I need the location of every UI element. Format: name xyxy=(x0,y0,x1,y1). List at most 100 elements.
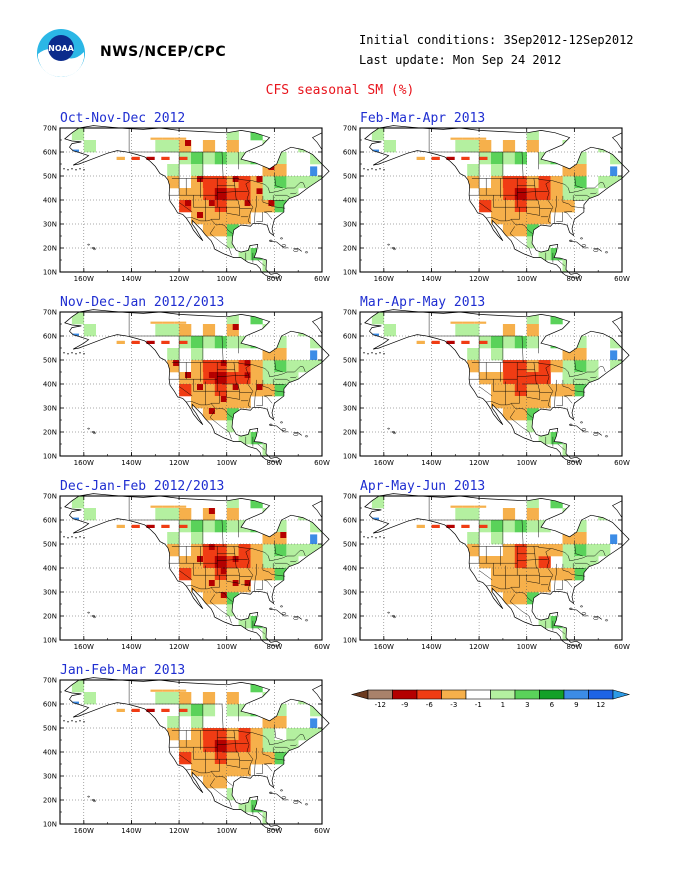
sm-cell xyxy=(526,324,539,337)
island xyxy=(363,536,365,538)
sm-cell xyxy=(220,188,227,194)
sm-cell xyxy=(286,372,299,385)
sm-cell xyxy=(262,188,275,201)
sm-cell xyxy=(479,372,492,385)
boundary-line xyxy=(186,585,233,602)
lat-tick-label: 20N xyxy=(343,429,357,437)
sm-cell xyxy=(238,764,251,777)
sm-cell xyxy=(526,312,539,325)
sm-cell xyxy=(416,156,425,160)
sm-cell xyxy=(238,420,251,433)
lon-tick-label: 120W xyxy=(169,275,189,283)
sm-cell xyxy=(226,312,239,325)
sm-cell xyxy=(179,568,192,581)
lat-tick-label: 70N xyxy=(343,309,357,317)
lat-tick-label: 70N xyxy=(343,125,357,133)
sm-cell xyxy=(202,212,216,225)
sm-cell xyxy=(226,764,239,777)
boundary-line xyxy=(545,180,554,224)
sm-cell xyxy=(298,360,311,373)
boundary-line xyxy=(186,217,233,234)
sm-cell xyxy=(185,200,191,206)
sm-cell xyxy=(262,716,275,729)
boundary-line xyxy=(262,563,286,577)
island xyxy=(580,237,583,240)
sm-cell xyxy=(274,716,287,729)
sm-cell xyxy=(586,372,599,385)
sm-cell xyxy=(146,708,155,712)
lon-tick-label: 80W xyxy=(266,827,282,835)
sm-cell xyxy=(167,728,180,741)
boundary-line xyxy=(221,703,224,731)
sm-cell xyxy=(514,188,527,201)
sm-cell xyxy=(244,372,251,378)
island xyxy=(569,240,588,249)
sm-cell xyxy=(514,360,527,373)
sm-cell xyxy=(491,568,504,581)
island xyxy=(79,352,81,354)
sm-cell xyxy=(502,544,516,557)
sm-cell xyxy=(262,544,275,557)
boundary-line xyxy=(486,401,533,418)
sm-cell xyxy=(586,360,599,373)
sm-cell xyxy=(474,137,487,140)
sm-cell xyxy=(526,140,539,153)
coastline xyxy=(311,684,323,702)
boundary-line xyxy=(257,627,265,635)
colorbar-segment xyxy=(563,689,589,700)
sm-cell xyxy=(610,534,618,544)
boundary-line xyxy=(264,579,273,588)
sm-cell xyxy=(71,680,85,693)
boundary-line xyxy=(574,194,591,198)
panel-title: Jan-Feb-Mar 2013 xyxy=(60,663,186,678)
lon-tick-label: 120W xyxy=(169,827,189,835)
boundary-line xyxy=(171,730,306,746)
island xyxy=(593,432,599,436)
sm-cell xyxy=(232,580,239,586)
sm-cell xyxy=(310,166,318,176)
sm-cell xyxy=(502,580,516,593)
lat-tick-label: 30N xyxy=(43,221,57,229)
sm-cell xyxy=(502,152,516,165)
map-content xyxy=(60,309,330,463)
sm-cell xyxy=(202,704,216,717)
sm-cell xyxy=(155,508,168,521)
panel-title: Dec-Jan-Feb 2012/2013 xyxy=(60,479,225,494)
sm-cell xyxy=(383,140,396,153)
sm-cell xyxy=(214,544,227,557)
island xyxy=(280,605,283,608)
sm-cell xyxy=(538,396,551,409)
sm-cell xyxy=(202,324,216,337)
sm-cell xyxy=(150,505,163,508)
sm-cell xyxy=(250,752,263,765)
sm-cell xyxy=(238,396,251,409)
boundary-line xyxy=(217,743,236,746)
island xyxy=(75,169,77,171)
boundary-line xyxy=(274,562,291,566)
sm-cell xyxy=(286,544,299,557)
sm-cell xyxy=(455,508,468,521)
boundary-line xyxy=(471,546,606,562)
sm-cell xyxy=(202,224,216,237)
boundary-line xyxy=(574,378,591,382)
sm-cell xyxy=(262,568,275,581)
sm-cell xyxy=(83,140,96,153)
sm-cell xyxy=(262,812,275,825)
island xyxy=(569,239,573,242)
sm-cell xyxy=(214,556,227,569)
sm-cell xyxy=(179,188,192,201)
island xyxy=(269,791,273,794)
sm-cell xyxy=(562,568,575,581)
sm-cell xyxy=(191,200,204,213)
lon-tick-label: 120W xyxy=(469,275,489,283)
island xyxy=(379,536,381,538)
sm-cell xyxy=(286,176,299,189)
sm-cell xyxy=(226,200,239,213)
boundary-line xyxy=(574,172,583,189)
island xyxy=(604,435,609,438)
sm-cell xyxy=(220,360,227,366)
island xyxy=(67,537,69,539)
sm-cell xyxy=(491,188,504,201)
island xyxy=(79,536,81,538)
sm-cell xyxy=(191,728,204,741)
